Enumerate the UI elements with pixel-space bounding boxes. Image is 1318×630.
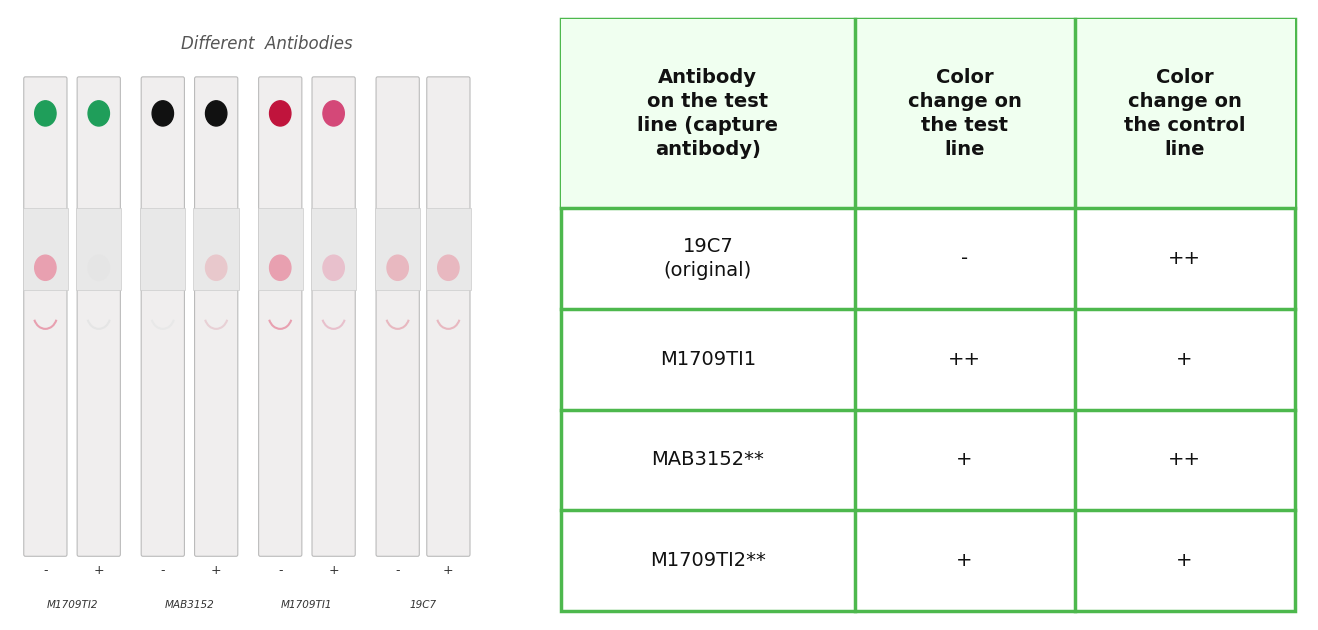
Text: 19C7
(original): 19C7 (original): [664, 237, 753, 280]
Text: Color
change on
the test
line: Color change on the test line: [908, 67, 1021, 159]
Text: +: +: [94, 564, 104, 576]
Circle shape: [152, 255, 174, 280]
Circle shape: [34, 101, 57, 126]
Text: ++: ++: [1168, 450, 1201, 469]
Circle shape: [88, 255, 109, 280]
Text: -: -: [43, 564, 47, 576]
FancyBboxPatch shape: [195, 77, 237, 556]
Circle shape: [323, 101, 344, 126]
FancyBboxPatch shape: [258, 77, 302, 556]
Bar: [76, 208, 121, 290]
Text: -: -: [395, 564, 399, 576]
Circle shape: [34, 255, 57, 280]
Text: ++: ++: [1168, 249, 1201, 268]
Circle shape: [270, 255, 291, 280]
Bar: [22, 208, 69, 290]
Text: -: -: [161, 564, 165, 576]
Text: +: +: [328, 564, 339, 576]
Text: +: +: [957, 551, 973, 570]
Text: M1709TI2: M1709TI2: [46, 600, 98, 610]
Text: +: +: [1177, 551, 1193, 570]
Bar: [311, 208, 356, 290]
Circle shape: [438, 255, 459, 280]
FancyBboxPatch shape: [427, 77, 471, 556]
Text: 19C7: 19C7: [410, 600, 436, 610]
Circle shape: [323, 255, 344, 280]
Bar: [561, 19, 1294, 208]
Circle shape: [270, 101, 291, 126]
Text: -: -: [278, 564, 282, 576]
FancyBboxPatch shape: [24, 77, 67, 556]
Text: M1709TI2**: M1709TI2**: [650, 551, 766, 570]
Text: M1709TI1: M1709TI1: [660, 350, 757, 369]
Text: Antibody
on the test
line (capture
antibody): Antibody on the test line (capture antib…: [638, 67, 779, 159]
Text: +: +: [1177, 350, 1193, 369]
Text: Color
change on
the control
line: Color change on the control line: [1124, 67, 1246, 159]
Text: MAB3152**: MAB3152**: [651, 450, 764, 469]
Text: MAB3152: MAB3152: [165, 600, 215, 610]
FancyBboxPatch shape: [376, 77, 419, 556]
Circle shape: [206, 255, 227, 280]
Text: +: +: [443, 564, 453, 576]
Bar: [376, 208, 420, 290]
Text: -: -: [961, 249, 969, 268]
Text: M1709TI1: M1709TI1: [281, 600, 332, 610]
Text: Different  Antibodies: Different Antibodies: [181, 35, 353, 53]
FancyBboxPatch shape: [78, 77, 120, 556]
FancyBboxPatch shape: [141, 77, 185, 556]
Circle shape: [206, 101, 227, 126]
Bar: [426, 208, 471, 290]
Bar: [257, 208, 303, 290]
Text: +: +: [957, 450, 973, 469]
FancyBboxPatch shape: [312, 77, 356, 556]
Circle shape: [387, 255, 409, 280]
Bar: [140, 208, 186, 290]
Text: +: +: [211, 564, 221, 576]
Text: ++: ++: [948, 350, 981, 369]
Circle shape: [88, 101, 109, 126]
Circle shape: [152, 101, 174, 126]
Bar: [194, 208, 239, 290]
